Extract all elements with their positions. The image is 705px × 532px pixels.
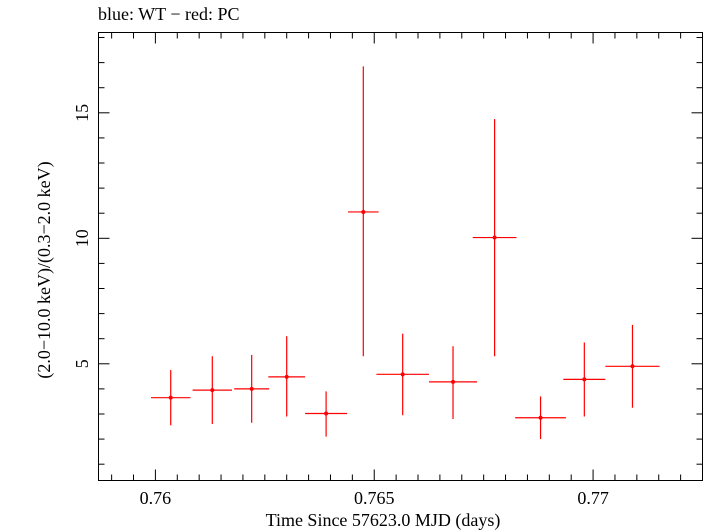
data-point (428, 346, 478, 420)
point-marker (284, 374, 289, 379)
point-marker (210, 388, 215, 393)
data-point (268, 336, 306, 417)
point-marker (400, 372, 405, 377)
point-marker (249, 386, 254, 391)
data-point (151, 370, 191, 426)
x-tick-label: 0.77 (577, 488, 609, 508)
data-point (563, 342, 606, 417)
data-point (347, 66, 379, 357)
x-tick-label: 0.76 (140, 488, 172, 508)
point-marker (492, 235, 497, 240)
data-point (234, 355, 270, 423)
data-point (376, 333, 429, 416)
point-marker (582, 377, 587, 382)
point-marker (324, 411, 329, 416)
point-marker (630, 364, 635, 369)
point-marker (168, 395, 173, 400)
axis-ticks (98, 32, 703, 481)
y-axis-label: (2.0−10.0 keV)/(0.3−2.0 keV) (34, 161, 55, 378)
y-tick-label: 10 (72, 229, 92, 247)
plot-frame (98, 32, 703, 481)
data-point (605, 324, 660, 408)
y-tick-label: 15 (72, 104, 92, 122)
point-marker (538, 415, 543, 420)
data-point (305, 391, 348, 437)
point-marker (361, 209, 366, 214)
x-axis-label: Time Since 57623.0 MJD (days) (266, 510, 501, 531)
data-point (192, 356, 232, 425)
data-marks (151, 66, 660, 440)
x-tick-label: 0.765 (354, 488, 395, 508)
y-tick-label: 5 (72, 359, 92, 368)
data-point (472, 119, 517, 357)
tick-labels: 0.76 0.765 0.77 5 10 15 (72, 104, 609, 508)
point-marker (451, 379, 456, 384)
chart-title: blue: WT − red: PC (98, 4, 240, 24)
data-point (515, 396, 566, 440)
